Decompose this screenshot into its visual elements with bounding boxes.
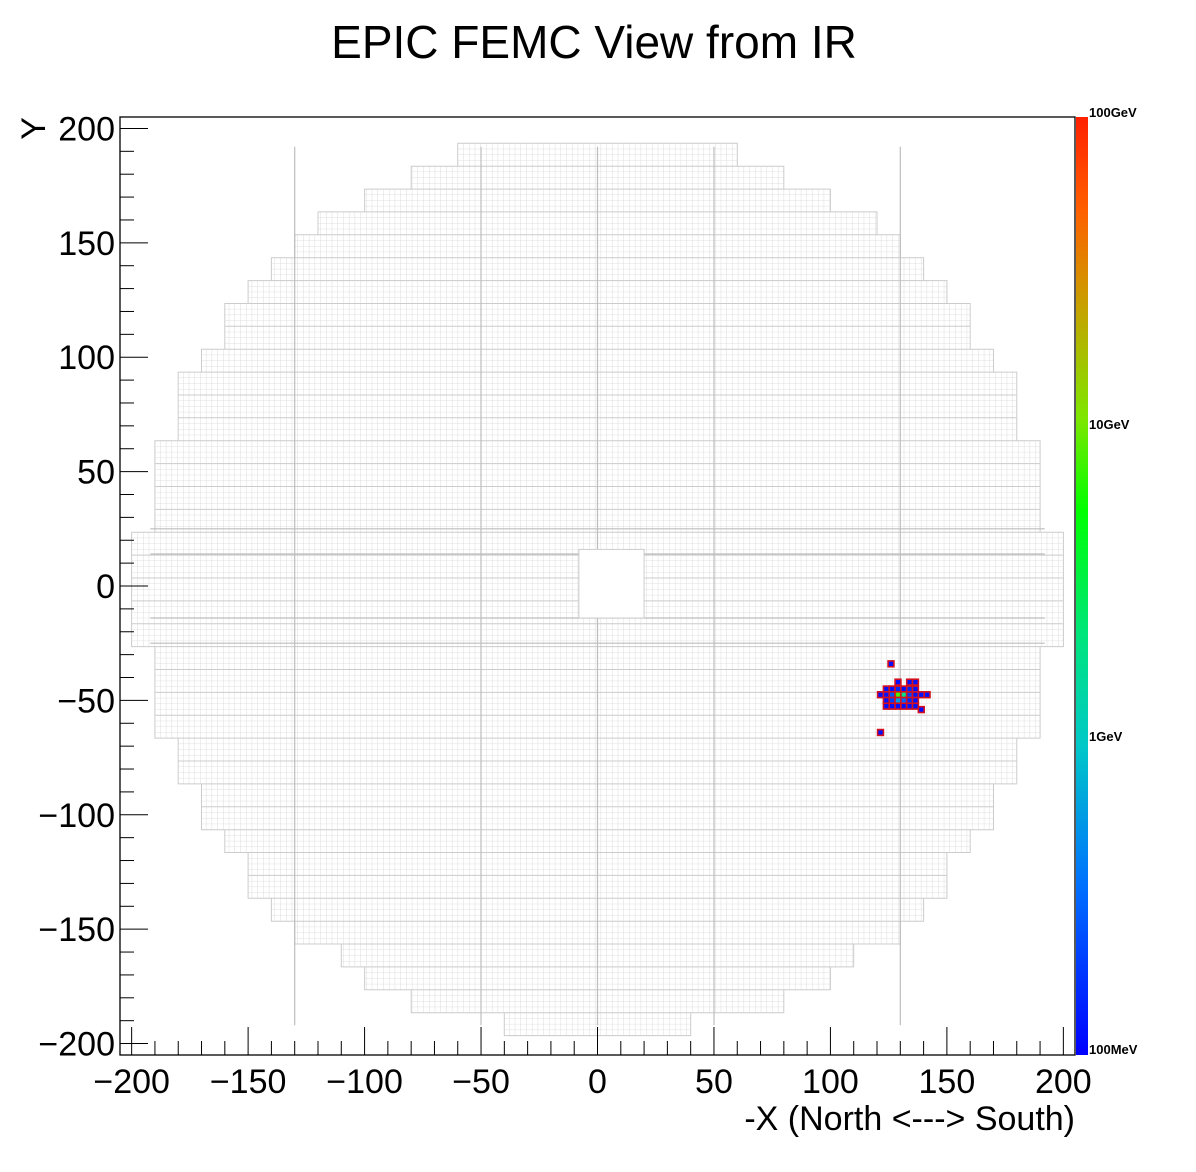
hit-cell	[911, 702, 920, 710]
y-tick-label: 50	[77, 454, 115, 492]
hit-cell	[917, 705, 925, 714]
hit-cell	[905, 685, 914, 693]
hit-cell	[894, 702, 902, 710]
x-tick-label: −100	[326, 1063, 403, 1101]
hit-cell	[876, 691, 885, 699]
y-tick-label: −100	[38, 797, 115, 835]
y-axis-label: Y	[15, 117, 53, 140]
hit-cell	[905, 702, 914, 710]
x-tick-label: −150	[210, 1063, 287, 1101]
colorbar-label-100gev: 100GeV	[1089, 105, 1137, 120]
y-axis: −200 −150 −100 −50 0 50 100 150 200	[38, 110, 148, 1064]
hit-cell	[911, 678, 920, 686]
x-axis: −200 −150 −100 −50 0 50 100 150 200	[93, 1027, 1092, 1101]
y-tick-label: 200	[58, 110, 115, 148]
hit-cell	[911, 685, 920, 693]
hit-cell	[923, 691, 931, 699]
x-tick-label: −50	[452, 1063, 510, 1101]
chart-title: EPIC FEMC View from IR	[331, 16, 857, 68]
beam-hole	[578, 548, 645, 619]
y-tick-label: −50	[57, 682, 115, 720]
x-tick-label: 200	[1035, 1063, 1092, 1101]
colorbar-label-1gev: 1GeV	[1089, 729, 1123, 744]
colorbar-label-100mev: 100MeV	[1089, 1042, 1138, 1057]
hit-cell	[900, 702, 908, 710]
detector-cells	[131, 142, 1064, 1037]
y-tick-label: 100	[58, 339, 115, 377]
colorbar-label-10gev: 10GeV	[1089, 417, 1130, 432]
x-tick-label: 150	[919, 1063, 976, 1101]
hit-cell	[887, 660, 895, 668]
x-tick-label: 100	[802, 1063, 859, 1101]
x-axis-label: -X (North <---> South)	[744, 1100, 1075, 1138]
colorbar	[1076, 117, 1088, 1055]
hit-cell	[905, 678, 914, 686]
x-tick-label: −200	[93, 1063, 170, 1101]
y-tick-label: 0	[96, 568, 115, 606]
hit-cell	[876, 728, 885, 737]
x-tick-label: 0	[588, 1063, 607, 1101]
hit-cell	[882, 702, 891, 710]
hit-cell	[888, 702, 896, 710]
y-tick-label: −200	[38, 1026, 115, 1064]
hit-cell	[917, 691, 925, 699]
y-tick-label: 150	[58, 225, 115, 263]
y-tick-label: −150	[38, 911, 115, 949]
hit-cell	[894, 678, 902, 686]
hit-cells	[876, 660, 931, 737]
x-tick-label: 50	[695, 1063, 733, 1101]
